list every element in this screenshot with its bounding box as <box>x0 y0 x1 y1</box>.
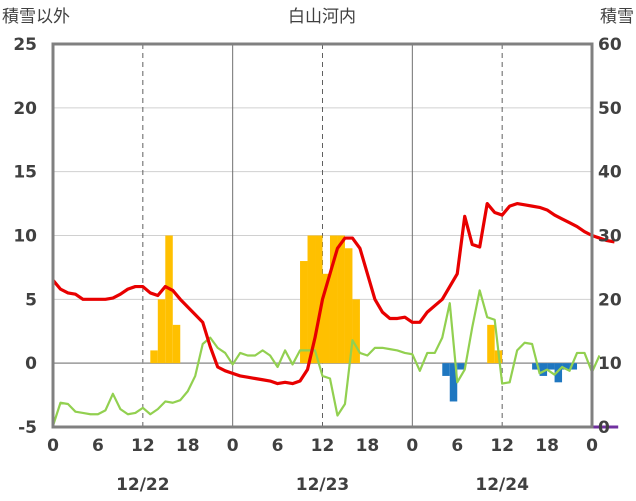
precip-bar <box>344 248 353 364</box>
precip-bar <box>352 299 360 364</box>
date-label: 12/24 <box>475 475 529 495</box>
right-tick-label: 30 <box>598 227 622 247</box>
left-tick-label: 25 <box>13 35 37 55</box>
right-tick-label: 10 <box>598 354 622 374</box>
x-tick-label: 18 <box>176 436 200 456</box>
precip-bar <box>569 363 578 370</box>
x-tick-label: 12 <box>311 436 335 456</box>
chart-title: 白山河内 <box>288 7 356 27</box>
precip-bar <box>337 235 345 364</box>
precip-bar <box>165 235 173 364</box>
x-tick-label: 6 <box>92 436 104 456</box>
plot-frame <box>51 42 594 429</box>
x-tick-label: 6 <box>272 436 284 456</box>
precip-bar <box>442 363 450 376</box>
temperature-line <box>51 201 615 386</box>
date-label: 12/23 <box>296 475 350 495</box>
x-tick-label: 18 <box>356 436 380 456</box>
precip-bar <box>449 363 458 402</box>
left-tick-label: 15 <box>13 163 37 183</box>
right-tick-label: 20 <box>598 290 622 310</box>
right-tick-label: 60 <box>598 35 622 55</box>
precip-bar <box>532 363 540 370</box>
precip-bar <box>539 363 548 376</box>
right-axis-title: 積雪 <box>600 7 634 27</box>
precip-bar <box>322 273 330 364</box>
precip-bar <box>307 235 316 364</box>
precip-bar <box>547 363 555 370</box>
left-tick-label: 10 <box>13 227 37 247</box>
left-tick-label: 0 <box>25 354 37 374</box>
x-tick-label: 12 <box>131 436 155 456</box>
x-tick-label: 12 <box>490 436 514 456</box>
precip-bar <box>329 235 338 364</box>
green-series-line <box>51 289 601 427</box>
left-tick-label: 20 <box>13 99 37 119</box>
x-tick-label: 0 <box>227 436 239 456</box>
precip-bar <box>457 363 465 370</box>
precip-bar <box>487 324 495 364</box>
right-tick-label: 0 <box>598 418 610 438</box>
precip-bar <box>157 299 166 364</box>
x-tick-label: 6 <box>451 436 463 456</box>
left-axis-title: 積雪以外 <box>2 7 70 27</box>
precip-bar <box>300 261 308 364</box>
x-tick-label: 0 <box>47 436 59 456</box>
precip-bar <box>562 363 570 370</box>
precip-bar <box>315 235 323 364</box>
precip-bar <box>150 350 158 364</box>
right-tick-label: 40 <box>598 163 622 183</box>
left-tick-label: -5 <box>18 418 37 438</box>
precip-bar <box>554 363 563 383</box>
x-tick-label: 0 <box>586 436 598 456</box>
left-tick-label: 5 <box>25 290 37 310</box>
right-tick-label: 50 <box>598 99 622 119</box>
x-tick-label: 0 <box>406 436 418 456</box>
x-tick-label: 18 <box>535 436 559 456</box>
date-label: 12/22 <box>116 475 170 495</box>
precip-bar <box>172 324 181 364</box>
